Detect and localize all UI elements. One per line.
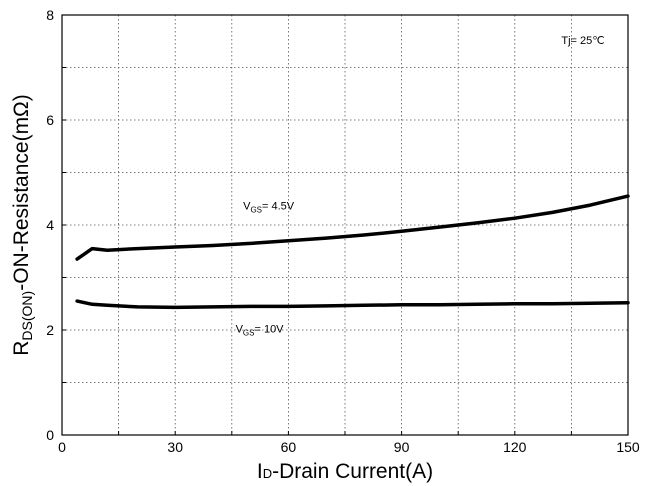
x-tick-label: 90 [394, 439, 410, 455]
series-label-2: VGS= 10V [236, 324, 285, 338]
y-tick-label: 6 [46, 112, 54, 128]
y-axis-label-prefix: R [10, 341, 33, 356]
x-tick-label: 0 [58, 439, 66, 455]
y-axis-label-sub: DS(ON) [19, 291, 35, 341]
y-tick-label: 0 [46, 427, 54, 443]
y-tick-label: 4 [46, 217, 54, 233]
x-tick-label: 60 [281, 439, 297, 455]
grid [62, 15, 628, 435]
x-tick-label: 150 [616, 439, 640, 455]
series-label-1: VGS= 4.5V [243, 200, 295, 214]
x-tick-label: 30 [167, 439, 183, 455]
series-group: VGS= 4.5V VGS= 10V [75, 194, 630, 338]
axis-ticks [61, 14, 629, 436]
x-tick-label: 120 [503, 439, 527, 455]
series-line-2 [75, 299, 630, 310]
y-tick-label: 8 [46, 7, 54, 23]
y-axis-label-rest: -ON-Resistance(mΩ) [10, 94, 33, 291]
x-axis-label-sub: D [263, 466, 272, 481]
temperature-annotation: Tj= 25℃ [561, 35, 604, 47]
x-axis-label-rest: -Drain Current(A) [272, 460, 433, 483]
x-axis-label: ID-Drain Current(A) [257, 460, 433, 483]
y-axis-label: RDS(ON)-ON-Resistance(mΩ) [10, 94, 35, 356]
tick-labels: 0 30 60 90 120 150 0 2 4 6 8 [46, 7, 640, 455]
series-line-1 [75, 194, 630, 261]
x-axis-label-prefix: I [257, 460, 263, 483]
y-tick-label: 2 [46, 322, 54, 338]
